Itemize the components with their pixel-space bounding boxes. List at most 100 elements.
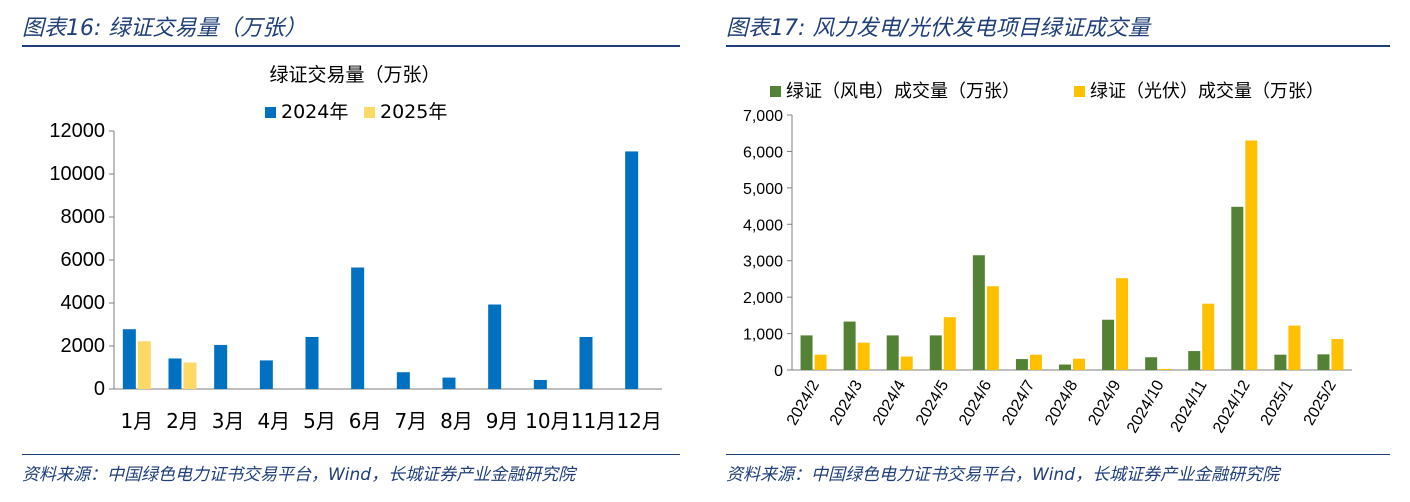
bar (137, 341, 151, 389)
x-tick-label: 2025/2 (1301, 377, 1340, 428)
x-tick-label: 4月 (257, 409, 290, 433)
bar (1274, 354, 1287, 370)
bar (625, 151, 639, 389)
figure-16-source: 资料来源：中国绿色电力证书交易平台，Wind，长城证券产业金融研究院 (22, 465, 576, 485)
y-tick-label: 4000 (61, 292, 106, 314)
legend-label: 2025年 (380, 101, 447, 123)
y-tick-label: 1,000 (743, 327, 783, 344)
bar (1145, 357, 1158, 370)
bar (1245, 140, 1258, 370)
bar (259, 360, 273, 389)
source-rule (22, 454, 680, 455)
x-tick-label: 11月 (571, 409, 616, 433)
bar (168, 358, 182, 389)
x-tick-label: 2024/10 (1124, 377, 1168, 436)
chart-title: 绿证交易量（万张） (269, 64, 440, 86)
x-tick-label: 2024/12 (1210, 377, 1254, 436)
legend-swatch (265, 107, 276, 118)
chart-17: 绿证（风电）成交量（万张） 绿证（光伏）成交量（万张） 0 1,000 2,000 3,0… (743, 81, 1352, 436)
x-tick-label: 3月 (212, 409, 245, 433)
bar (122, 329, 136, 389)
legend-label: 绿证（风电）成交量（万张） (786, 81, 1020, 102)
bar (1317, 354, 1330, 370)
y-tick-label: 2,000 (743, 290, 783, 307)
x-tick-label: 2024/9 (1085, 377, 1124, 428)
bar (986, 286, 999, 370)
bar (886, 335, 899, 370)
y-tick-label: 4,000 (743, 217, 783, 234)
bar (900, 356, 913, 370)
bar (1159, 368, 1172, 370)
legend-swatch (364, 107, 375, 118)
bar (857, 342, 870, 370)
x-tick-label: 7月 (394, 409, 427, 433)
x-tick-label: 2024/4 (870, 377, 909, 428)
x-tick-label: 5月 (303, 409, 336, 433)
x-tick-label: 10月 (525, 409, 570, 433)
bar (814, 354, 827, 370)
y-tick-label: 5,000 (743, 181, 783, 198)
y-tick-label: 10000 (49, 163, 105, 185)
bar (305, 336, 319, 389)
bar (800, 335, 813, 370)
bar (1116, 278, 1129, 370)
figure-16-title: 图表16: 绿证交易量（万张） (22, 16, 307, 41)
x-tick-label: 2025/1 (1258, 377, 1297, 428)
x-tick-label: 2024/2 (784, 377, 823, 428)
bar (1331, 339, 1344, 370)
legend-swatch (770, 86, 781, 97)
legend-label: 绿证（光伏）成交量（万张） (1090, 81, 1324, 102)
x-tick-label: 6月 (349, 409, 382, 433)
bar (396, 372, 410, 389)
bar (488, 304, 502, 389)
y-tick-label: 2000 (61, 335, 106, 357)
bar (214, 344, 228, 389)
bar (972, 255, 985, 370)
x-tick-label: 8月 (440, 409, 473, 433)
x-tick-label: 1月 (120, 409, 153, 433)
title-rule (726, 45, 1390, 47)
figure-17-source: 资料来源：中国绿色电力证书交易平台，Wind，长城证券产业金融研究院 (726, 465, 1280, 485)
bar (1015, 359, 1028, 370)
bar (1202, 303, 1215, 370)
x-tick-label: 12月 (616, 409, 661, 433)
y-tick-label: 3,000 (743, 254, 783, 271)
bar (1029, 354, 1042, 370)
y-tick-label: 0 (774, 363, 783, 380)
x-tick-label: 2024/3 (827, 377, 866, 428)
figure-17: 图表17: 风力发电/光伏发电项目绿证成交量 绿证（风电）成交量（万张） 绿证（光… (704, 0, 1410, 502)
y-tick-label: 0 (94, 378, 105, 400)
bar (579, 336, 593, 389)
bar (442, 377, 456, 389)
y-tick-label: 7,000 (743, 108, 783, 125)
bar (1073, 358, 1085, 370)
y-tick-label: 6,000 (743, 144, 783, 161)
x-tick-label: 2024/11 (1168, 377, 1211, 435)
legend-label: 2024年 (281, 101, 348, 123)
y-tick-label: 6000 (61, 249, 106, 271)
bar (1288, 325, 1301, 370)
source-rule (726, 454, 1390, 455)
chart-16: 绿证交易量（万张） 2024年 2025年 0 2000 4000 6000 8000 1000… (49, 64, 662, 433)
title-rule (22, 45, 680, 47)
x-tick-label: 2月 (166, 409, 199, 433)
bar (1231, 206, 1244, 370)
x-tick-label: 2024/7 (999, 377, 1038, 428)
x-tick-label: 2024/5 (913, 377, 952, 428)
x-tick-label: 2024/6 (956, 377, 995, 428)
bar (943, 317, 956, 370)
bar (533, 379, 547, 389)
x-tick-label: 9月 (486, 409, 519, 433)
bar (183, 362, 197, 389)
bar (351, 267, 365, 389)
legend-swatch (1074, 86, 1085, 97)
figure-17-title: 图表17: 风力发电/光伏发电项目绿证成交量 (726, 16, 1150, 41)
bar (929, 335, 942, 370)
bar (843, 321, 856, 370)
bar (1102, 319, 1115, 370)
bar (1188, 351, 1201, 370)
figure-16: 图表16: 绿证交易量（万张） 绿证交易量（万张） 2024年 2025年 0 2000… (0, 0, 700, 502)
y-tick-label: 12000 (49, 120, 105, 142)
bar (1059, 364, 1071, 370)
y-tick-label: 8000 (61, 206, 106, 228)
